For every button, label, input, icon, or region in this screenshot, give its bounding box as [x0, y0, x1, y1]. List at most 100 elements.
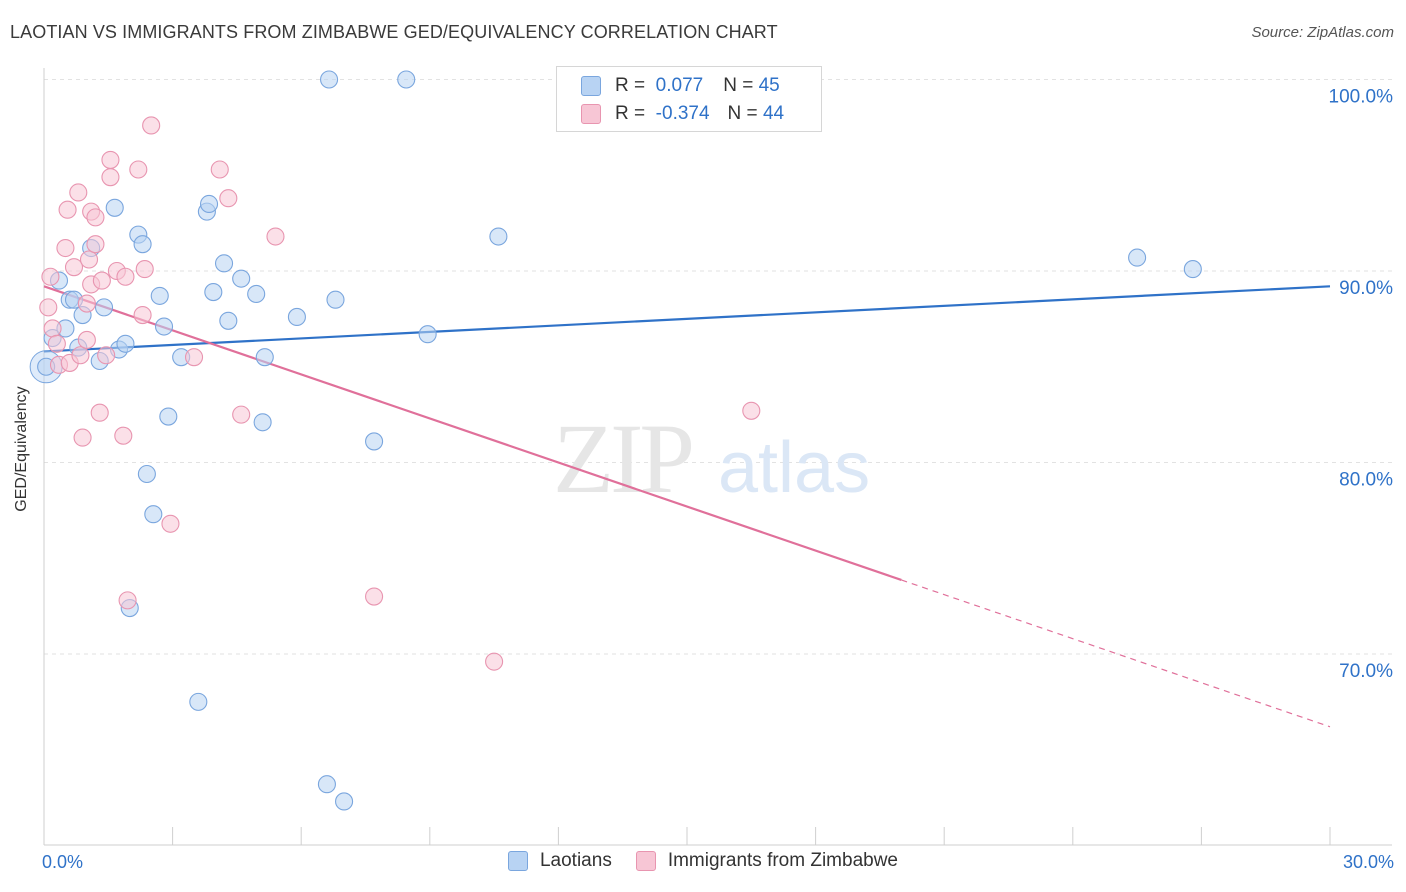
- y-axis-label: GED/Equivalency: [13, 386, 30, 512]
- y-tick-label: 100.0%: [1329, 87, 1394, 108]
- x-tick-label-max: 30.0%: [1342, 852, 1394, 872]
- data-point-zimbabwe: [77, 294, 96, 313]
- data-point-laotians: [1128, 248, 1147, 267]
- legend-label-laotians: Laotians: [539, 850, 612, 871]
- trend-line-laotians: [43, 285, 1331, 353]
- data-point-laotians: [214, 254, 234, 273]
- stats-legend-row-laotians: R = 0.077 N = 45: [581, 73, 780, 99]
- data-point-laotians: [219, 311, 238, 330]
- data-point-zimbabwe: [266, 227, 285, 246]
- legend-swatch-laotians: [507, 851, 528, 871]
- data-point-zimbabwe: [210, 160, 229, 179]
- data-point-laotians: [204, 283, 223, 302]
- data-point-zimbabwe: [135, 260, 154, 279]
- data-point-zimbabwe: [39, 298, 58, 317]
- data-point-zimbabwe: [184, 348, 204, 367]
- data-point-zimbabwe: [485, 652, 504, 671]
- data-point-zimbabwe: [71, 346, 90, 365]
- points-layer: [29, 70, 1202, 811]
- data-point-laotians: [94, 298, 114, 317]
- source-label: Source: ZipAtlas.com: [1251, 24, 1394, 41]
- data-point-laotians: [365, 432, 384, 451]
- data-point-zimbabwe: [69, 183, 88, 202]
- chart-title: LAOTIAN VS IMMIGRANTS FROM ZIMBABWE GED/…: [10, 22, 778, 42]
- data-point-zimbabwe: [101, 168, 120, 187]
- data-point-laotians: [133, 235, 152, 254]
- data-point-laotians: [232, 269, 251, 288]
- data-point-zimbabwe: [64, 258, 84, 277]
- data-point-laotians: [105, 198, 124, 217]
- legend-swatch-laotians: [581, 76, 601, 96]
- r-value: 0.077: [655, 75, 704, 96]
- data-point-laotians: [489, 227, 508, 246]
- data-point-zimbabwe: [742, 401, 761, 420]
- legend-swatch-zimbabwe: [635, 851, 656, 871]
- y-tick-labels: 70.0% 80.0% 90.0% 100.0%: [1329, 87, 1394, 683]
- trend-line-extension-zimbabwe: [901, 579, 1331, 728]
- n-value: 44: [762, 103, 785, 124]
- data-point-laotians: [247, 284, 266, 304]
- data-point-laotians: [317, 775, 336, 794]
- data-point-laotians: [1183, 260, 1202, 279]
- data-point-laotians: [150, 286, 169, 305]
- data-point-zimbabwe: [129, 160, 148, 179]
- data-point-zimbabwe: [90, 403, 109, 422]
- y-tick-label: 80.0%: [1339, 470, 1393, 491]
- trend-line-zimbabwe: [43, 285, 902, 581]
- data-point-laotians: [144, 505, 163, 524]
- data-point-zimbabwe: [73, 428, 92, 447]
- data-point-zimbabwe: [365, 587, 384, 606]
- data-point-zimbabwe: [86, 208, 105, 227]
- data-point-laotians: [159, 407, 178, 426]
- data-point-laotians: [418, 325, 437, 344]
- r-value: -0.374: [655, 103, 710, 124]
- data-point-zimbabwe: [86, 235, 105, 254]
- n-value: 45: [758, 75, 780, 96]
- n-label: N =: [723, 75, 754, 96]
- y-tick-label: 70.0%: [1339, 661, 1393, 682]
- data-point-zimbabwe: [43, 319, 62, 338]
- data-point-zimbabwe: [232, 405, 251, 424]
- data-point-zimbabwe: [41, 267, 60, 286]
- watermark-zip: ZIP: [553, 403, 691, 514]
- data-point-zimbabwe: [142, 116, 161, 135]
- x-tick-label-min: 0.0%: [42, 852, 84, 872]
- data-point-laotians: [397, 70, 416, 89]
- r-label: R =: [615, 75, 646, 96]
- legend-item-laotians[interactable]: Laotians: [507, 850, 612, 872]
- series-legend: Laotians Immigrants from Zimbabwe: [0, 850, 1406, 872]
- legend-item-zimbabwe[interactable]: Immigrants from Zimbabwe: [635, 850, 898, 872]
- data-point-zimbabwe: [133, 305, 152, 325]
- data-point-zimbabwe: [92, 271, 111, 290]
- data-point-laotians: [199, 194, 219, 214]
- stats-legend: R = 0.077 N = 45 R = -0.374 N = 44: [556, 66, 822, 132]
- data-point-zimbabwe: [79, 250, 99, 269]
- data-point-laotians: [189, 692, 208, 711]
- data-point-zimbabwe: [118, 591, 137, 610]
- data-point-zimbabwe: [116, 267, 135, 286]
- n-label: N =: [727, 103, 758, 124]
- data-point-laotians: [326, 290, 345, 309]
- data-point-zimbabwe: [97, 346, 116, 365]
- y-tick-label: 90.0%: [1339, 278, 1393, 299]
- data-point-zimbabwe: [56, 238, 75, 258]
- stats-legend-row-zimbabwe: R = -0.374 N = 44: [581, 101, 784, 127]
- data-point-laotians: [137, 464, 156, 484]
- data-point-zimbabwe: [77, 330, 96, 349]
- grid-layer: [44, 79, 1392, 655]
- data-point-zimbabwe: [58, 200, 77, 219]
- legend-label-zimbabwe: Immigrants from Zimbabwe: [667, 850, 898, 871]
- data-point-zimbabwe: [101, 150, 120, 169]
- watermark: ZIP atlas: [553, 403, 870, 514]
- data-point-zimbabwe: [219, 189, 238, 208]
- data-point-laotians: [287, 307, 306, 327]
- data-point-laotians: [154, 317, 174, 336]
- watermark-atlas: atlas: [718, 428, 870, 508]
- legend-swatch-zimbabwe: [581, 104, 601, 124]
- trend-layer: [43, 285, 1331, 728]
- data-point-laotians: [253, 413, 272, 432]
- data-point-zimbabwe: [47, 334, 66, 353]
- data-point-laotians: [320, 70, 339, 89]
- data-point-zimbabwe: [114, 426, 133, 445]
